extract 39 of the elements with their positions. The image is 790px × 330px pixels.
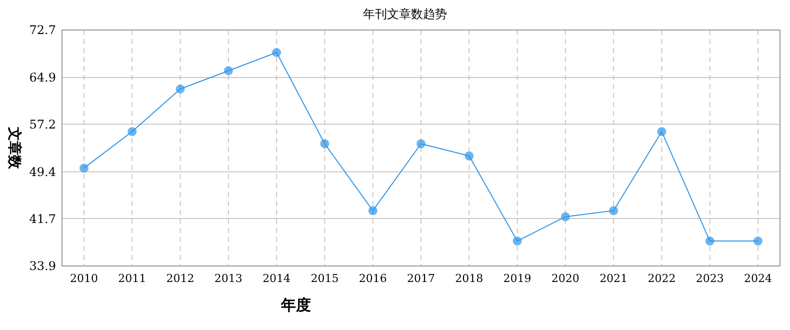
x-tick-label: 2023 xyxy=(696,272,724,285)
x-tick-label: 2015 xyxy=(310,272,339,285)
x-tick-label: 2016 xyxy=(358,272,387,285)
point xyxy=(368,206,378,216)
point xyxy=(224,66,233,76)
x-tick-label: 2017 xyxy=(407,272,435,285)
point xyxy=(609,206,618,216)
chart-title: 年刊文章数趋势 xyxy=(363,7,447,21)
x-tick-label: 2012 xyxy=(166,272,194,285)
point xyxy=(320,139,330,148)
point xyxy=(176,84,185,94)
x-tick-label: 2021 xyxy=(600,272,628,285)
y-tick-label: 41.7 xyxy=(29,212,56,226)
x-tick-label: 2022 xyxy=(648,272,676,285)
y-tick-label: 49.4 xyxy=(29,164,56,179)
point xyxy=(754,236,762,246)
x-tick-label: 2013 xyxy=(214,272,242,285)
x-axis-title: 年度 xyxy=(280,296,311,314)
point xyxy=(416,139,426,148)
point xyxy=(80,164,88,173)
point xyxy=(272,48,282,58)
x-tick-label: 2018 xyxy=(455,272,484,285)
point xyxy=(512,236,522,246)
y-tick-label: 57.2 xyxy=(29,117,56,132)
point xyxy=(657,127,666,136)
x-tick-label: 2010 xyxy=(70,272,98,285)
x-tick-label: 2019 xyxy=(503,272,532,285)
y-tick-label: 72.7 xyxy=(29,23,56,38)
y-tick-label: 64.9 xyxy=(29,70,56,85)
y-axis-title: 文章数 xyxy=(6,126,23,170)
point xyxy=(128,127,137,136)
x-tick-label: 2024 xyxy=(744,272,772,285)
x-tick-label: 2020 xyxy=(551,272,580,285)
point xyxy=(560,212,570,222)
point xyxy=(705,236,714,246)
y-tick-label: 33.9 xyxy=(29,259,56,274)
x-tick-label: 2014 xyxy=(262,272,291,285)
point xyxy=(464,151,474,160)
x-tick-label: 2011 xyxy=(118,272,146,285)
